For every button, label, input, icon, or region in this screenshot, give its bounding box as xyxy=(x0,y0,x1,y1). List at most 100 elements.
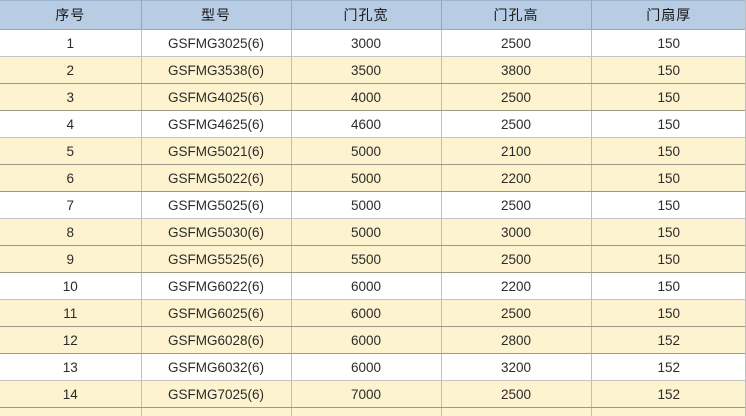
cell-index: 11 xyxy=(0,299,142,327)
cell-model: GSFMG4025(6) xyxy=(141,83,292,111)
cell-index: 8 xyxy=(0,218,142,246)
cell-index: 4 xyxy=(0,110,142,138)
cell-opening_height: 3800 xyxy=(441,56,592,84)
table-row: 8 GSFMG5030(6) 5000 3000 150 xyxy=(0,218,746,246)
cell-model: GSFMG5025(6) xyxy=(141,191,292,219)
table-row: 3 GSFMG4025(6) 4000 2500 150 xyxy=(0,83,746,111)
table-header-row: 序号 型号 门孔宽 门孔高 门扇厚 xyxy=(0,0,746,30)
cell-opening_height: 2500 xyxy=(441,407,592,416)
cell-index: 10 xyxy=(0,272,142,300)
cell-model: GSFMG5525(6) xyxy=(141,245,292,273)
cell-leaf_thickness: 150 xyxy=(591,29,746,57)
column-header-opening-width: 门孔宽 xyxy=(291,0,442,30)
cell-leaf_thickness: 150 xyxy=(591,218,746,246)
cell-leaf_thickness: 152 xyxy=(591,353,746,381)
cell-leaf_thickness: 150 xyxy=(591,137,746,165)
table-row: 10 GSFMG6022(6) 6000 2200 150 xyxy=(0,272,746,300)
cell-opening_height: 2500 xyxy=(441,299,592,327)
table-header: 序号 型号 门孔宽 门孔高 门扇厚 xyxy=(0,0,746,30)
cell-opening_width: 5000 xyxy=(291,164,442,192)
cell-leaf_thickness: 152 xyxy=(591,326,746,354)
cell-model: GSFMG7025(6) xyxy=(141,380,292,408)
cell-opening_width: 6000 xyxy=(291,353,442,381)
cell-opening_height: 3200 xyxy=(441,353,592,381)
cell-leaf_thickness: 152 xyxy=(591,380,746,408)
cell-opening_width: 5000 xyxy=(291,137,442,165)
cell-model: GSFMG6032(6) xyxy=(141,353,292,381)
cell-opening_height: 2200 xyxy=(441,272,592,300)
cell-leaf_thickness: 150 xyxy=(591,56,746,84)
column-header-leaf-thickness: 门扇厚 xyxy=(591,0,746,30)
cell-index: 13 xyxy=(0,353,142,381)
cell-opening_width: 5500 xyxy=(291,245,442,273)
cell-index: 14 xyxy=(0,380,142,408)
table-row: 4 GSFMG4625(6) 4600 2500 150 xyxy=(0,110,746,138)
cell-index: 5 xyxy=(0,137,142,165)
cell-index: 2 xyxy=(0,56,142,84)
table-row: 11 GSFMG6025(6) 6000 2500 150 xyxy=(0,299,746,327)
column-header-index: 序号 xyxy=(0,0,142,30)
cell-opening_width: 5000 xyxy=(291,191,442,219)
cell-opening_height: 2500 xyxy=(441,110,592,138)
cell-model: GSFMG5021(6) xyxy=(141,137,292,165)
cell-opening_height: 2100 xyxy=(441,137,592,165)
table-row: 9 GSFMG5525(6) 5500 2500 150 xyxy=(0,245,746,273)
cell-opening_width: 5000 xyxy=(291,218,442,246)
cell-opening_width: 6000 xyxy=(291,272,442,300)
cell-index: 3 xyxy=(0,83,142,111)
cell-model: GSFMG3538(6) xyxy=(141,56,292,84)
table-row: 7 GSFMG5025(6) 5000 2500 150 xyxy=(0,191,746,219)
cell-opening_height: 2500 xyxy=(441,191,592,219)
cell-opening_height: 2500 xyxy=(441,245,592,273)
table-row: 5 GSFMG5021(6) 5000 2100 150 xyxy=(0,137,746,165)
cell-model: GSFMG5030(6) xyxy=(141,218,292,246)
cell-opening_width: 6000 xyxy=(291,299,442,327)
cell-model: GSFMG5025(5) xyxy=(141,407,292,416)
cell-index: 15 xyxy=(0,407,142,416)
table-row: 14 GSFMG7025(6) 7000 2500 152 xyxy=(0,380,746,408)
cell-opening_height: 2500 xyxy=(441,380,592,408)
cell-leaf_thickness: 150 xyxy=(591,245,746,273)
cell-index: 12 xyxy=(0,326,142,354)
table-body: 1 GSFMG3025(6) 3000 2500 150 2 GSFMG3538(6) 350… xyxy=(0,29,746,416)
cell-leaf_thickness: 150 xyxy=(591,164,746,192)
table-row: 13 GSFMG6032(6) 6000 3200 152 xyxy=(0,353,746,381)
cell-leaf_thickness: 152 xyxy=(591,407,746,416)
cell-leaf_thickness: 150 xyxy=(591,191,746,219)
cell-opening_width: 7000 xyxy=(291,380,442,408)
cell-index: 9 xyxy=(0,245,142,273)
column-header-opening-height: 门孔高 xyxy=(441,0,592,30)
cell-model: GSFMG4625(6) xyxy=(141,110,292,138)
cell-leaf_thickness: 150 xyxy=(591,83,746,111)
cell-leaf_thickness: 150 xyxy=(591,272,746,300)
cell-opening_height: 2500 xyxy=(441,29,592,57)
table-row: 12 GSFMG6028(6) 6000 2800 152 xyxy=(0,326,746,354)
cell-opening_width: 4600 xyxy=(291,110,442,138)
cell-opening_width: 4000 xyxy=(291,83,442,111)
cell-opening_height: 2500 xyxy=(441,83,592,111)
cell-model: GSFMG3025(6) xyxy=(141,29,292,57)
cell-opening_height: 2200 xyxy=(441,164,592,192)
cell-model: GSFMG5022(6) xyxy=(141,164,292,192)
table-row: 2 GSFMG3538(6) 3500 3800 150 xyxy=(0,56,746,84)
cell-model: GSFMG6022(6) xyxy=(141,272,292,300)
column-header-model: 型号 xyxy=(141,0,292,30)
cell-model: GSFMG6025(6) xyxy=(141,299,292,327)
cell-opening_width: 6000 xyxy=(291,326,442,354)
cell-model: GSFMG6028(6) xyxy=(141,326,292,354)
cell-opening_width: 3000 xyxy=(291,29,442,57)
cell-opening_height: 2800 xyxy=(441,326,592,354)
table-row: 6 GSFMG5022(6) 5000 2200 150 xyxy=(0,164,746,192)
cell-index: 7 xyxy=(0,191,142,219)
table-row: 1 GSFMG3025(6) 3000 2500 150 xyxy=(0,29,746,57)
cell-opening_width: 3500 xyxy=(291,56,442,84)
cell-index: 1 xyxy=(0,29,142,57)
cell-opening_height: 3000 xyxy=(441,218,592,246)
cell-index: 6 xyxy=(0,164,142,192)
cell-leaf_thickness: 150 xyxy=(591,299,746,327)
cell-leaf_thickness: 150 xyxy=(591,110,746,138)
table-row: 15GSFMG5025(5)50002500152 xyxy=(0,407,746,416)
cell-opening_width: 5000 xyxy=(291,407,442,416)
